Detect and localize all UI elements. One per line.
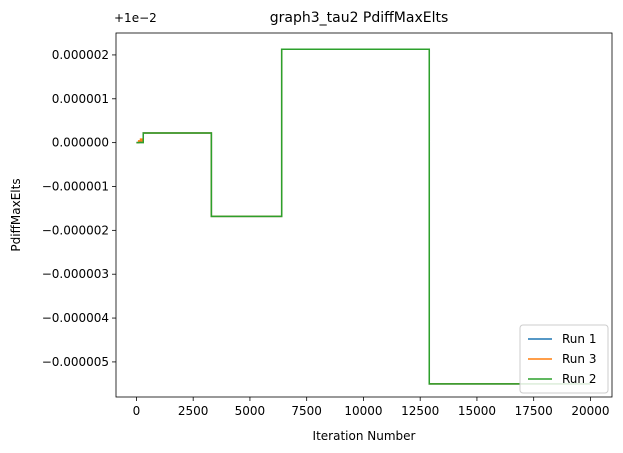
y-tick-label: −0.000005 <box>42 355 109 369</box>
x-tick-label: 7500 <box>291 404 322 418</box>
legend-label: Run 3 <box>562 352 596 366</box>
plot-frame <box>115 32 613 398</box>
y-tick-label: −0.000001 <box>42 179 109 193</box>
chart-title: graph3_tau2 PdiffMaxElts <box>270 10 449 26</box>
y-tick-label: 0.000000 <box>52 136 109 150</box>
legend-label: Run 1 <box>562 332 596 346</box>
x-axis-label: Iteration Number <box>313 429 416 443</box>
x-axis: 0 2500 5000 7500 10000 12500 15000 17500 20000 <box>133 397 610 418</box>
legend-box <box>519 324 609 394</box>
y-tick-label: −0.000002 <box>42 223 109 237</box>
x-tick-label: 0 <box>133 404 141 418</box>
x-tick-label: 20000 <box>571 404 609 418</box>
y-tick-label: 0.000002 <box>52 48 109 62</box>
series-layer <box>136 48 591 385</box>
x-tick-label: 5000 <box>235 404 266 418</box>
y-tick-label: −0.000004 <box>42 311 109 325</box>
x-tick-label: 2500 <box>178 404 209 418</box>
y-offset-label: +1e−2 <box>114 11 157 25</box>
y-tick-label: 0.000001 <box>52 92 109 106</box>
y-axis-label: PdiffMaxElts <box>9 178 23 251</box>
y-axis: 0.000002 0.000001 0.000000 −0.000001 −0.0000… <box>42 48 116 369</box>
x-tick-label: 10000 <box>344 404 382 418</box>
x-tick-label: 12500 <box>401 404 439 418</box>
legend: Run 1 Run 3 Run 2 <box>519 324 609 394</box>
x-tick-label: 17500 <box>515 404 553 418</box>
legend-label: Run 2 <box>562 372 596 386</box>
x-tick-label: 15000 <box>458 404 496 418</box>
y-tick-label: −0.000003 <box>42 267 109 281</box>
series-line-3 <box>136 48 591 385</box>
